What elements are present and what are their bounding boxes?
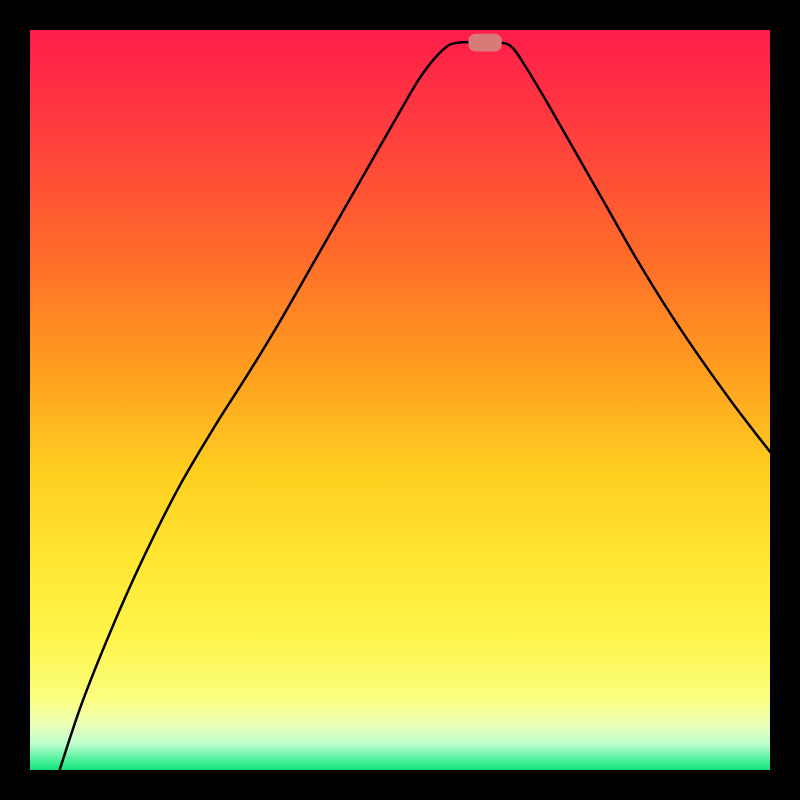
optimal-point-marker [468,34,501,52]
gradient-background [30,30,770,770]
chart-container: TheBottleneck.com [0,0,800,800]
bottleneck-chart [0,0,800,800]
